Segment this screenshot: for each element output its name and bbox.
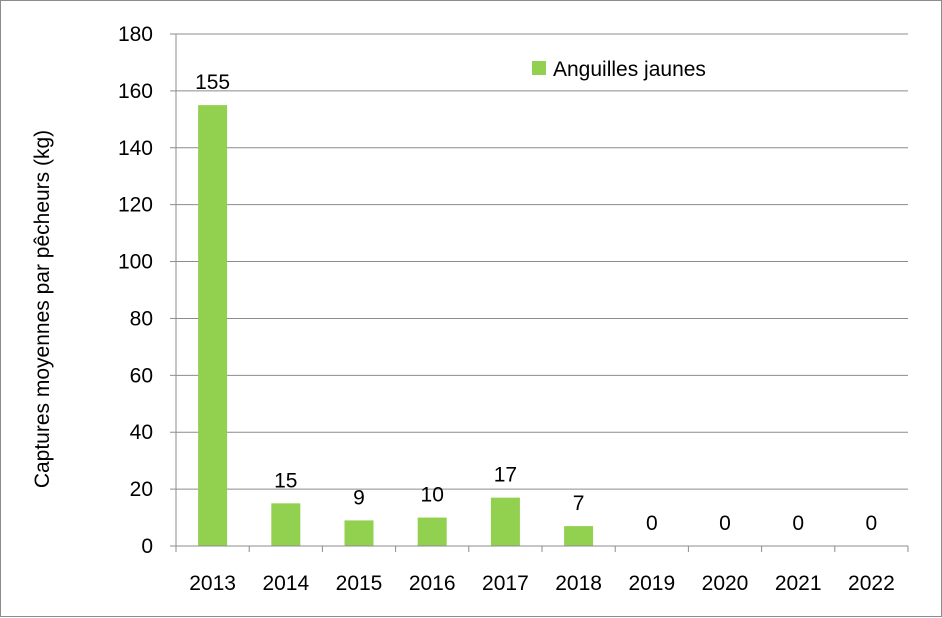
data-label-2013: 155 <box>195 71 230 94</box>
data-label-2022: 0 <box>866 512 878 535</box>
data-label-2021: 0 <box>792 512 804 535</box>
legend-label: Anguilles jaunes <box>553 58 706 81</box>
y-tick-label-120: 120 <box>118 194 153 217</box>
bar-2013 <box>198 105 228 546</box>
x-tick-label-2018: 2018 <box>555 572 602 595</box>
data-label-2020: 0 <box>719 512 731 535</box>
x-tick-label-2020: 2020 <box>702 572 749 595</box>
y-tick-label-140: 140 <box>118 137 153 160</box>
data-label-2015: 9 <box>353 486 365 509</box>
legend: Anguilles jaunes <box>532 58 706 81</box>
legend-swatch <box>532 61 546 75</box>
x-tick-label-2019: 2019 <box>628 572 675 595</box>
data-label-2017: 17 <box>494 464 517 487</box>
x-tick-label-2015: 2015 <box>336 572 383 595</box>
y-axis-title: Captures moyennes par pêcheurs (kg) <box>31 130 54 488</box>
y-tick-label-60: 60 <box>130 364 153 387</box>
x-tick-label-2014: 2014 <box>262 572 309 595</box>
data-label-2018: 7 <box>573 492 585 515</box>
bar-2018 <box>564 526 594 546</box>
y-tick-label-40: 40 <box>130 421 153 444</box>
y-tick-label-100: 100 <box>118 251 153 274</box>
data-label-2014: 15 <box>274 469 297 492</box>
bar-2016 <box>417 517 447 546</box>
y-tick-label-20: 20 <box>130 478 153 501</box>
x-tick-label-2013: 2013 <box>189 572 236 595</box>
bar-2015 <box>344 520 374 546</box>
y-tick-label-80: 80 <box>130 307 153 330</box>
y-tick-label-160: 160 <box>118 80 153 103</box>
data-label-2016: 10 <box>421 484 444 507</box>
y-tick-label-180: 180 <box>118 23 153 46</box>
bars <box>198 105 594 546</box>
x-tick-label-2021: 2021 <box>775 572 822 595</box>
bar-2014 <box>271 503 301 546</box>
labels: 0204060801001201401601802013155201415201… <box>118 23 895 595</box>
gridlines <box>176 33 908 490</box>
x-tick-label-2022: 2022 <box>848 572 895 595</box>
y-tick-label-0: 0 <box>141 535 153 558</box>
data-label-2019: 0 <box>646 512 658 535</box>
axes <box>170 33 909 552</box>
bar-2017 <box>490 497 520 546</box>
x-tick-label-2016: 2016 <box>409 572 456 595</box>
x-tick-label-2017: 2017 <box>482 572 529 595</box>
